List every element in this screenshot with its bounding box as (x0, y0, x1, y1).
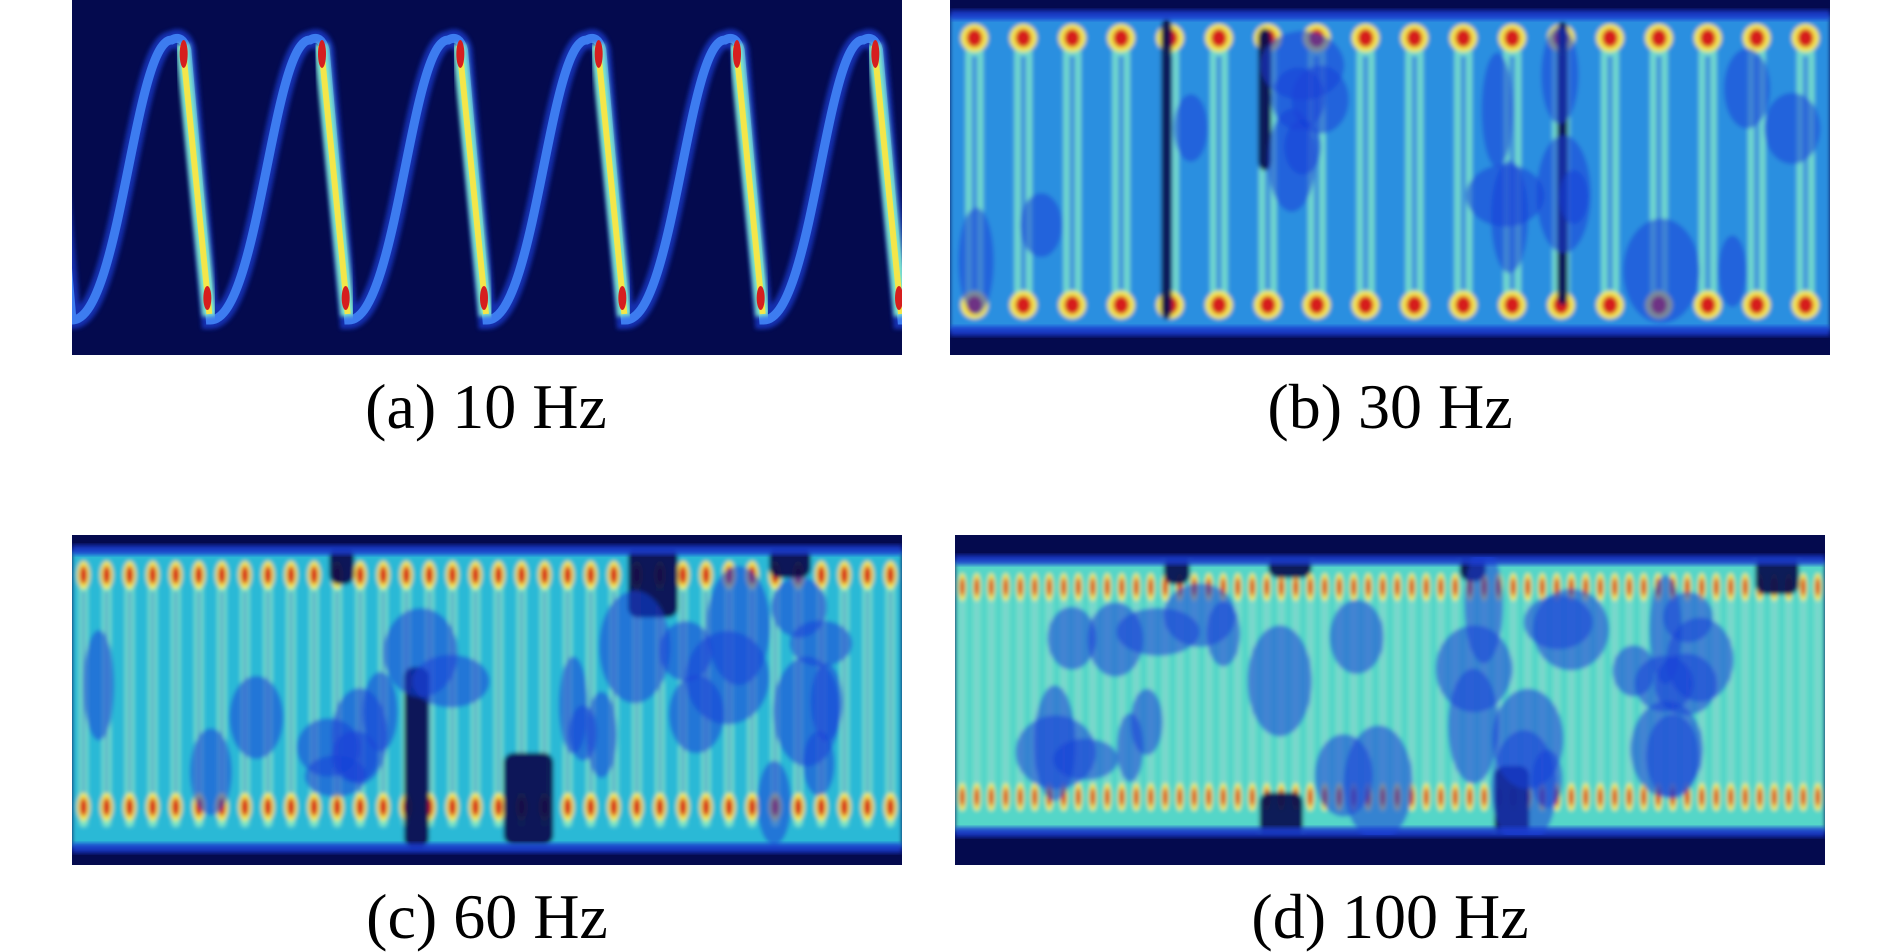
panel-d-caption: (d) 100 Hz (1251, 881, 1529, 952)
panel-c-caption: (c) 60 Hz (366, 881, 608, 952)
panel-c: (c) 60 Hz (72, 535, 902, 952)
panel-b-heatmap (950, 0, 1830, 355)
panel-d-heatmap (955, 535, 1825, 865)
panel-a-drop (729, 40, 770, 317)
panel-a-svg (72, 29, 902, 330)
panel-b-svg (950, 0, 1830, 355)
panel-c-heatmap (72, 535, 902, 865)
panel-d: (d) 100 Hz (955, 535, 1825, 952)
panel-b-caption: (b) 30 Hz (1267, 371, 1513, 442)
panel-b: (b) 30 Hz (950, 0, 1830, 445)
panel-a: (a) 10 Hz (70, 0, 902, 445)
panel-a-drop (452, 40, 493, 317)
svg-c-band (72, 544, 902, 849)
svg-d-band (955, 541, 1825, 859)
panel-a-drop (175, 40, 217, 317)
panel-a-drop (590, 40, 632, 317)
panel-a-caption: (a) 10 Hz (365, 371, 607, 442)
panel-d-svg (955, 535, 1825, 865)
panel-a-drop (867, 40, 902, 317)
panel-a-trace (72, 29, 902, 330)
panel-c-svg (72, 535, 902, 865)
panel-a-drop (314, 40, 355, 317)
svg-b-band (950, 16, 1830, 330)
panel-a-heatmap (72, 0, 902, 355)
